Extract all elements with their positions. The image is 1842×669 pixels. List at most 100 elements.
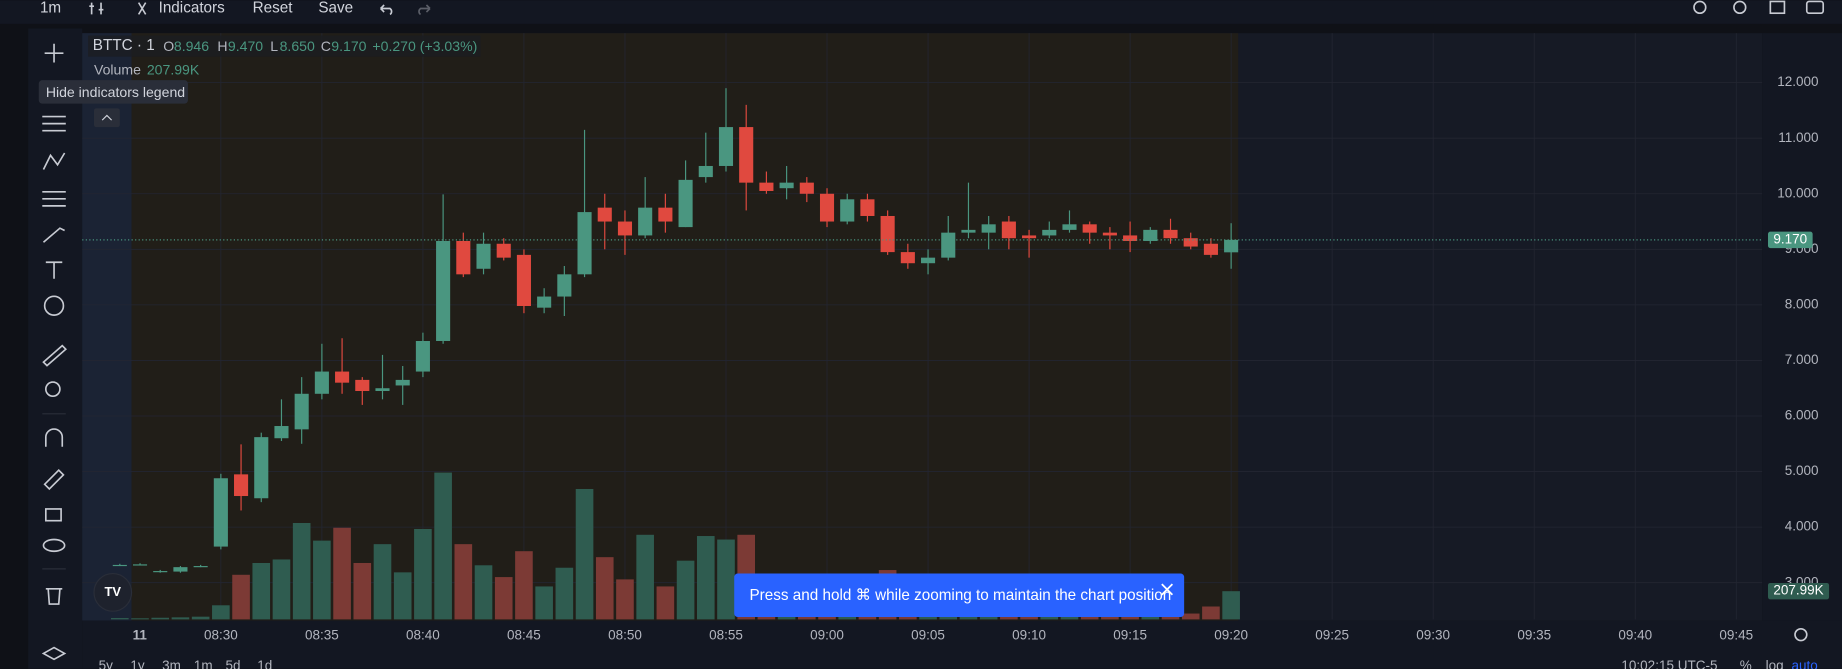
x-tick-label: 08:35	[305, 627, 339, 642]
volume-bar	[535, 586, 553, 620]
logo[interactable]	[93, 572, 133, 612]
range-button[interactable]: 1m	[194, 658, 213, 669]
volume-bar	[1181, 613, 1200, 620]
zoom-tool[interactable]	[44, 381, 61, 397]
volume-bar	[313, 540, 331, 620]
x-tick-label: 09:05	[911, 627, 945, 642]
candle-body	[516, 254, 531, 306]
volume-bar	[212, 605, 230, 620]
pre-session	[82, 33, 132, 621]
candle-body	[557, 274, 572, 297]
range-button[interactable]: 1y	[130, 658, 145, 669]
session-highlight	[131, 33, 1239, 621]
lines-tool[interactable]	[42, 115, 66, 132]
tooltip	[38, 80, 188, 104]
toast-close[interactable]	[1161, 583, 1174, 596]
volume-bar	[252, 562, 271, 620]
legend-change: +0.270 (+3.03%)	[372, 38, 477, 54]
search-button[interactable]	[1693, 0, 1707, 15]
reset-button[interactable]: Reset	[253, 0, 294, 17]
candle-body	[739, 127, 754, 183]
top-toolbar	[0, 0, 1842, 24]
volume-bar	[191, 616, 210, 620]
candle-body	[395, 379, 410, 386]
volume-bar	[232, 574, 250, 620]
fullscreen-button[interactable]	[1769, 0, 1786, 15]
magnet-tool[interactable]	[44, 428, 64, 447]
redo-button[interactable]	[418, 4, 431, 16]
x-tick-label: 09:10	[1012, 627, 1046, 642]
indicators-button[interactable]: Indicators	[159, 0, 226, 17]
x-tick-label: 08:45	[507, 627, 541, 642]
volume-bar	[434, 472, 452, 620]
range-button[interactable]: 1d	[257, 658, 272, 669]
y-tick-label: 10.000	[1777, 185, 1818, 200]
volume-bar	[474, 565, 493, 620]
candle-body	[1224, 239, 1239, 253]
candle-body	[1143, 229, 1158, 241]
x-tick-label: 08:30	[204, 627, 238, 642]
range-button[interactable]: 3m	[162, 658, 181, 669]
indicators-icon[interactable]	[137, 2, 147, 15]
object-tree[interactable]	[41, 646, 67, 661]
crosshair-tool[interactable]	[44, 43, 64, 63]
candle-body	[921, 257, 936, 264]
volume-bar	[676, 560, 695, 620]
lock-tool[interactable]	[44, 508, 62, 522]
candle-body	[981, 224, 996, 233]
draw-mode-tool[interactable]	[43, 469, 65, 491]
candle-body	[254, 437, 269, 499]
candle-body	[1062, 224, 1077, 230]
candle-body	[274, 426, 289, 439]
candle-body	[718, 127, 734, 166]
range-button[interactable]: 5y	[99, 658, 114, 669]
y-tick-label: 8.000	[1785, 296, 1819, 311]
emoji-tool[interactable]	[43, 295, 65, 316]
candle-body	[1001, 221, 1016, 239]
undo-button[interactable]	[380, 4, 393, 16]
settings-button[interactable]	[1733, 0, 1747, 15]
ruler-tool[interactable]	[42, 344, 67, 367]
y-tick-label: 7.000	[1785, 352, 1819, 367]
candle-body	[597, 207, 612, 222]
time-settings[interactable]	[1794, 627, 1808, 642]
candle-body	[355, 379, 370, 392]
candle-body	[436, 240, 451, 342]
volume-bar	[151, 617, 170, 620]
candle-body	[941, 232, 956, 258]
legend-close-label: C	[321, 38, 331, 54]
save-button[interactable]: Save	[318, 0, 353, 17]
volume-label: Volume	[94, 61, 141, 77]
delete-tool[interactable]	[45, 588, 63, 605]
legend-low: 8.650	[280, 38, 315, 54]
interval-button[interactable]: 1m	[40, 0, 61, 17]
volume-bar	[696, 536, 715, 620]
last-price-tag	[1767, 231, 1813, 249]
volume-bar	[171, 617, 190, 620]
pitchfork-tool[interactable]	[42, 152, 66, 170]
volume-bar	[575, 488, 594, 620]
brush-tool[interactable]	[42, 227, 65, 243]
candle-body	[1203, 243, 1218, 255]
volume-bar	[292, 523, 311, 620]
legend-high-label: H	[217, 38, 227, 54]
collapse-legend-button[interactable]	[93, 108, 120, 128]
fib-tool[interactable]	[42, 190, 66, 207]
candle-body	[698, 165, 713, 178]
candle-body	[779, 182, 794, 189]
volume-bar	[1202, 606, 1220, 620]
y-tick-label: 11.000	[1778, 130, 1818, 145]
x-tick-label: 08:55	[709, 627, 743, 642]
chart-type-icon[interactable]	[89, 2, 104, 15]
scale-option[interactable]: %	[1740, 658, 1752, 669]
candle-body	[294, 393, 309, 430]
x-tick-label: 09:15	[1113, 627, 1147, 642]
visibility-tool[interactable]	[42, 538, 66, 553]
text-tool[interactable]	[45, 261, 63, 279]
legend-low-label: L	[270, 38, 278, 54]
screenshot-button[interactable]	[1805, 0, 1825, 15]
scale-option[interactable]: log	[1766, 658, 1784, 669]
scale-option[interactable]: auto	[1791, 658, 1817, 669]
range-button[interactable]: 5d	[226, 658, 241, 669]
candle-body	[840, 199, 855, 222]
